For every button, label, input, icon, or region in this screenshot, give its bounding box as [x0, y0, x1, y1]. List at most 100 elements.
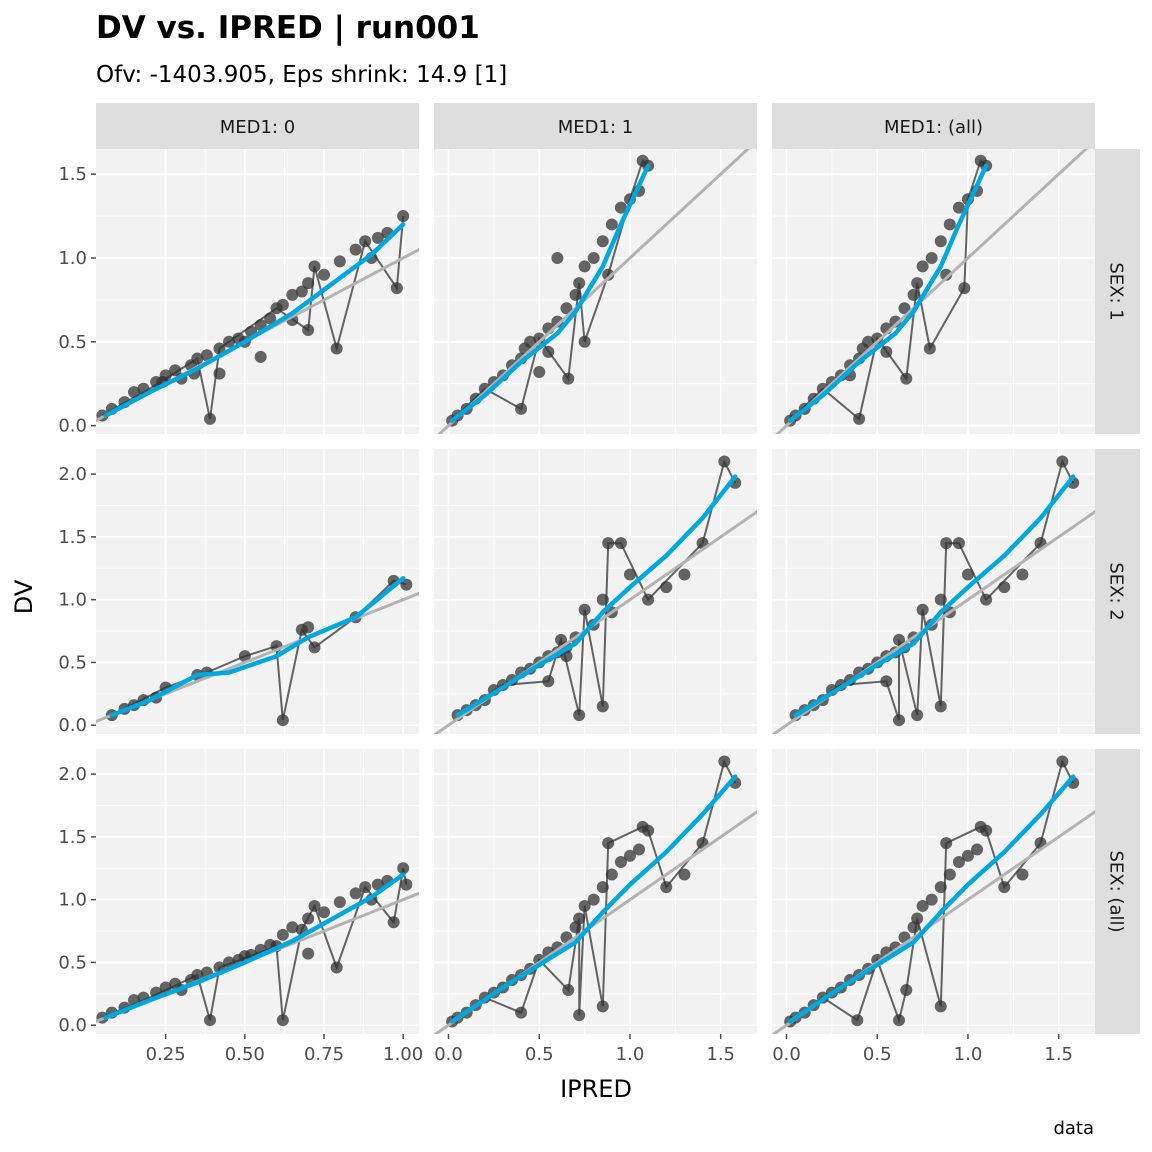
data-point [633, 843, 646, 856]
smooth-line [103, 222, 406, 418]
data-point [213, 342, 226, 355]
identity-line [772, 509, 1095, 734]
data-point [961, 568, 974, 581]
data-point [605, 868, 618, 881]
y-tick-label: 1.5 [58, 827, 87, 848]
data-point [1016, 868, 1029, 881]
data-point [359, 881, 372, 894]
data-point [602, 837, 615, 850]
smooth-line [793, 474, 1076, 718]
data-point [330, 342, 343, 355]
data-point [318, 906, 330, 919]
identity-line [434, 809, 757, 1034]
data-point [213, 367, 226, 380]
data-point [542, 345, 555, 358]
data-point [889, 315, 902, 328]
data-point [578, 335, 591, 348]
data-point [515, 1006, 528, 1019]
data-point [169, 364, 182, 377]
data-point [952, 537, 965, 550]
data-point [952, 855, 965, 868]
data-point [880, 345, 893, 358]
panel-plot [96, 574, 419, 727]
data-point [911, 277, 924, 290]
data-point [1056, 755, 1069, 768]
data-point [718, 755, 731, 768]
panel-plot [96, 210, 419, 425]
facet-panel: 0.0 0.5 1.0 1.5 [58, 149, 419, 437]
row-strip-label: SEX: 1 [1106, 262, 1127, 320]
y-axis-title: DV [10, 579, 38, 614]
data-point [596, 700, 609, 713]
data-point [551, 251, 564, 264]
panel-plot [772, 455, 1095, 734]
data-point [578, 899, 591, 912]
data-point [900, 984, 913, 997]
data-point [907, 288, 920, 301]
data-point [998, 881, 1011, 894]
smooth-line [787, 163, 989, 423]
panel-plot [96, 862, 419, 1027]
data-point [916, 899, 929, 912]
data-point [397, 862, 410, 875]
data-point [191, 968, 204, 981]
facet-panel: 0.0 0.5 1.0 1.5 2.0 [58, 449, 419, 736]
data-point [569, 288, 582, 301]
data-point [925, 251, 938, 264]
data-point [940, 268, 953, 281]
y-tick-label: 1.0 [58, 590, 87, 611]
data-point [893, 1014, 906, 1027]
data-point [923, 342, 936, 355]
data-point [934, 235, 947, 248]
data-point [900, 372, 913, 385]
data-point [223, 335, 235, 348]
data-point [318, 268, 330, 281]
data-point [605, 218, 618, 231]
data-point [204, 1014, 216, 1027]
facet-panel: 0.0 0.5 1.0 1.5 2.0 0.25 0.50 0.75 1.00 [58, 749, 423, 1065]
caption: data [1053, 1118, 1094, 1139]
x-tick-label: 1.5 [706, 1044, 735, 1065]
x-tick-label: 0.75 [304, 1044, 344, 1065]
data-point [295, 285, 308, 298]
data-point [678, 568, 691, 581]
x-tick-label: 0.25 [146, 1044, 186, 1065]
y-tick-label: 0.5 [58, 952, 87, 973]
y-tick-label: 0.0 [58, 416, 87, 437]
data-point [533, 332, 546, 345]
row-strip [1095, 749, 1140, 1034]
data-point [533, 365, 546, 378]
data-point [286, 288, 299, 301]
identity-line [96, 247, 419, 423]
facet-panel [772, 449, 1095, 734]
data-point [159, 981, 172, 994]
data-point [578, 260, 591, 273]
data-point [390, 282, 403, 295]
data-point [397, 210, 410, 223]
y-tick-label: 2.0 [58, 464, 87, 485]
x-tick-label: 0.0 [772, 1044, 801, 1065]
data-point [276, 928, 289, 941]
data-point [302, 324, 315, 337]
x-tick-label: 0.5 [525, 1044, 554, 1065]
row-strip [1095, 449, 1140, 734]
data-point [204, 412, 216, 425]
data-point [940, 537, 953, 550]
facet-panel: 0.0 0.5 1.0 1.5 [772, 749, 1095, 1065]
data-point [286, 921, 299, 934]
x-tick-label: 1.0 [616, 1044, 645, 1065]
data-point [276, 1014, 289, 1027]
x-tick-label: 0.5 [863, 1044, 892, 1065]
data-point [308, 260, 321, 273]
column-strip-label: MED1: 0 [220, 117, 295, 138]
column-strip-label: MED1: (all) [884, 117, 983, 138]
data-point [911, 912, 924, 925]
data-point [254, 350, 267, 363]
data-point [916, 603, 929, 616]
data-point [925, 893, 938, 906]
panel-plot [437, 149, 751, 434]
data-point [642, 824, 655, 837]
data-point [614, 537, 627, 550]
data-point [400, 878, 413, 891]
